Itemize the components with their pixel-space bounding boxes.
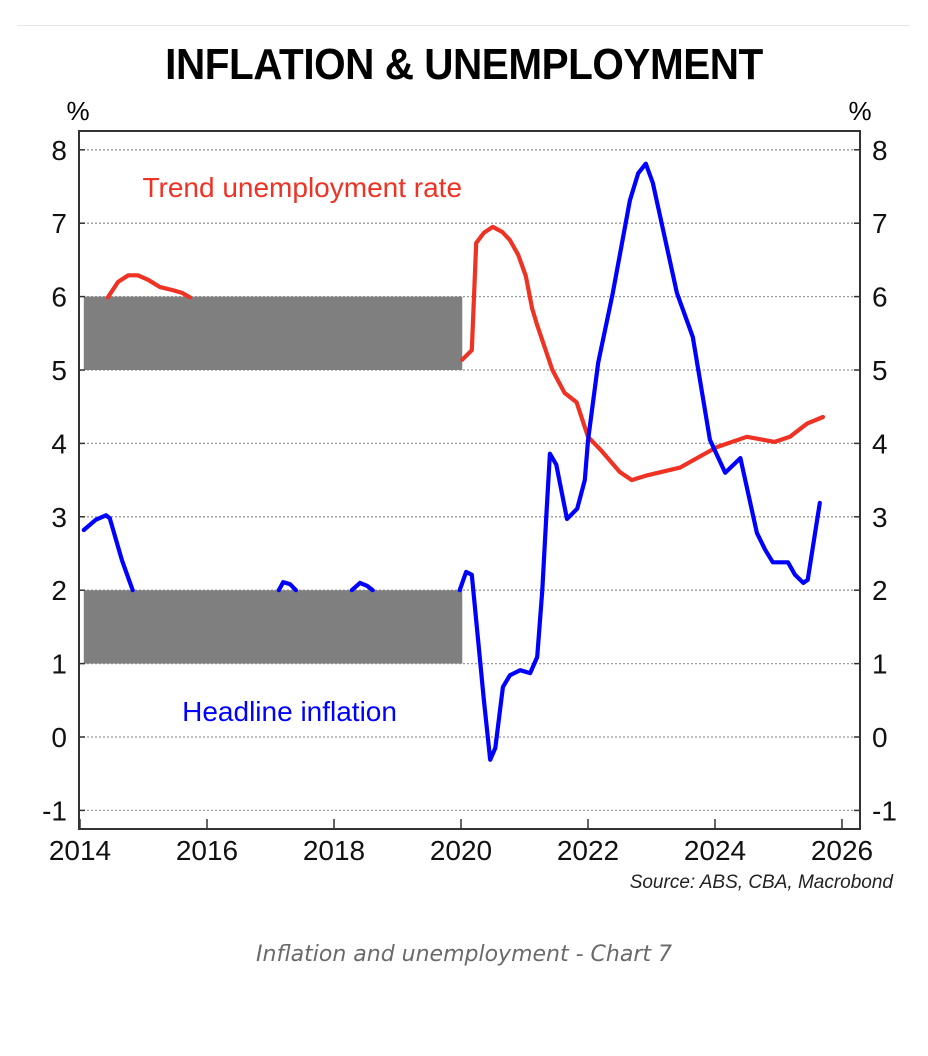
series-line-headline-inflation <box>276 580 298 593</box>
x-tick-label: 2020 <box>430 835 492 866</box>
source-note: Source: ABS, CBA, Macrobond <box>630 872 895 893</box>
y-tick-label-right: 1 <box>872 649 888 680</box>
y-tick-label-right: -1 <box>872 795 897 826</box>
y-tick-label-left: 3 <box>51 502 67 533</box>
y-tick-label-right: 5 <box>872 355 888 386</box>
series-line-headline-inflation <box>81 513 135 593</box>
y-tick-label-left: 1 <box>51 649 67 680</box>
y-tick-label-right: 8 <box>872 135 888 166</box>
right-axis-unit: % <box>848 96 871 126</box>
overlays <box>83 296 463 664</box>
x-tick-label: 2026 <box>811 835 873 866</box>
y-tick-label-left: 8 <box>51 135 67 166</box>
mask-upper <box>83 296 463 370</box>
series-line-trend-unemployment-rate <box>460 224 826 483</box>
y-tick-label-right: 3 <box>872 502 888 533</box>
figure-caption: Inflation and unemployment - Chart 7 <box>256 942 672 967</box>
x-tick-label: 2018 <box>303 835 365 866</box>
y-tick-label-right: 2 <box>872 575 888 606</box>
mask-lower <box>83 590 463 664</box>
y-tick-label-left: 6 <box>51 282 67 313</box>
series-annotation: Trend unemployment rate <box>142 172 462 203</box>
x-tick-label: 2024 <box>684 835 746 866</box>
top-divider <box>17 25 910 26</box>
y-tick-label-left: 2 <box>51 575 67 606</box>
y-tick-label-left: 7 <box>51 208 67 239</box>
y-tick-label-right: 6 <box>872 282 888 313</box>
series-line-trend-unemployment-rate <box>105 273 192 300</box>
y-tick-label-right: 7 <box>872 208 888 239</box>
series-lines <box>81 161 826 762</box>
y-tick-label-left: -1 <box>42 795 67 826</box>
series-annotation: Headline inflation <box>182 696 397 727</box>
chart-title: INFLATION & UNEMPLOYMENT <box>165 40 763 89</box>
left-axis-unit: % <box>66 96 89 126</box>
ticks <box>79 149 860 829</box>
x-tick-label: 2014 <box>49 835 111 866</box>
y-tick-label-right: 0 <box>872 722 888 753</box>
y-tick-label-left: 4 <box>51 428 67 459</box>
annotations: Trend unemployment rate Headline inflatio… <box>142 172 462 727</box>
x-tick-label: 2022 <box>557 835 619 866</box>
plot-border <box>78 130 861 830</box>
y-tick-label-left: 0 <box>51 722 67 753</box>
y-tick-label-right: 4 <box>872 428 888 459</box>
plot-frame <box>78 130 861 830</box>
series-line-headline-inflation <box>457 161 822 762</box>
chart: -1 -1 0 0 1 1 2 2 3 3 4 4 5 5 6 6 7 7 8 8 2014 2016 2018 2020 20… <box>42 96 897 893</box>
series-line-headline-inflation <box>349 580 375 593</box>
tick-labels: -1 -1 0 0 1 1 2 2 3 3 4 4 5 5 6 6 7 7 8 8 2014 2016 2018 2020 20… <box>42 135 897 866</box>
x-tick-label: 2016 <box>176 835 238 866</box>
y-tick-label-left: 5 <box>51 355 67 386</box>
